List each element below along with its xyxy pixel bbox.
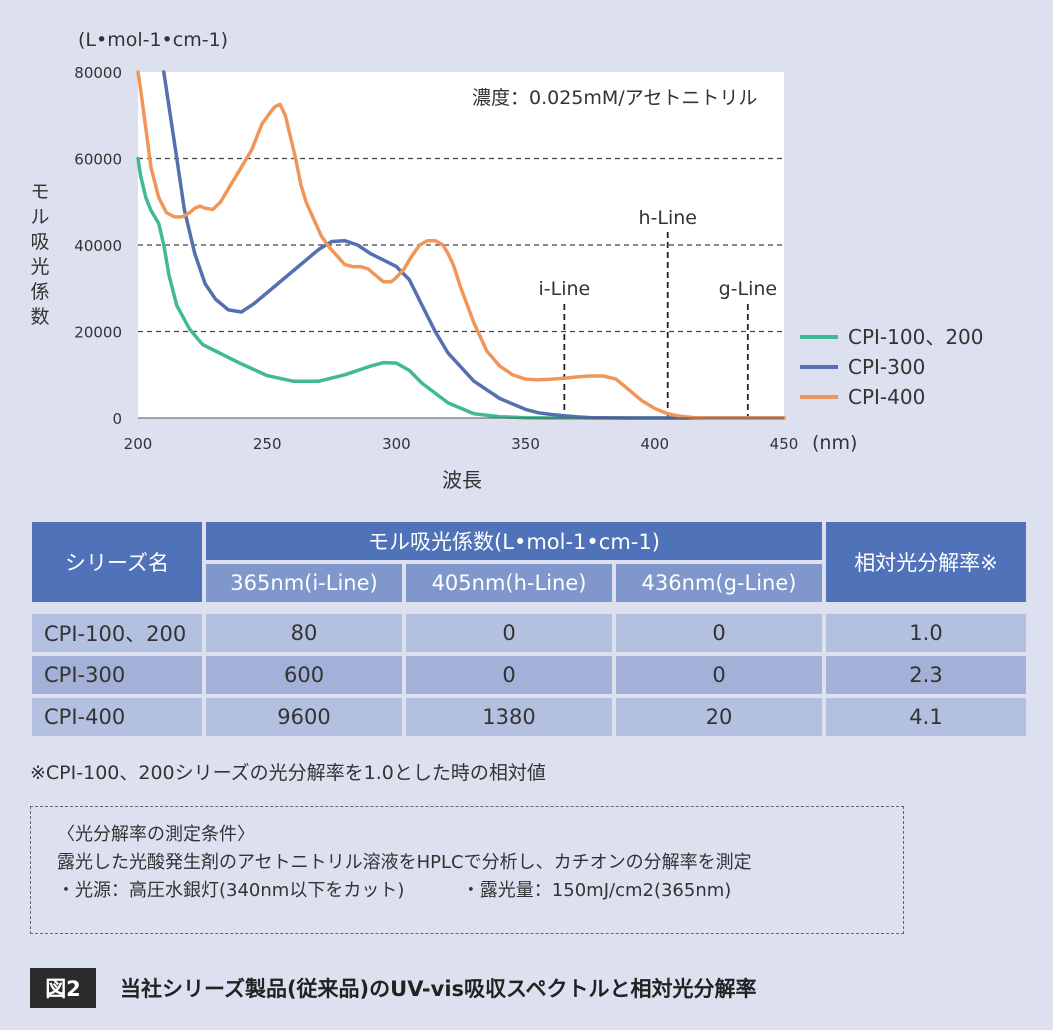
table-row: CPI-100、200 80 0 0 1.0: [32, 614, 1026, 652]
absorption-table: シリーズ名 モル吸光係数(L•mol-1•cm-1) 相対光分解率※ 365nm…: [28, 518, 1030, 740]
absorption-chart: i-Line h-Line g-Line 0 20000 40000 60000 80000…: [30, 29, 984, 492]
row-405: 0: [406, 656, 612, 694]
footnote: ※CPI-100、200シリーズの光分解率を1.0とした時の相対値: [30, 762, 546, 784]
header-series: シリーズ名: [32, 522, 202, 602]
row-436: 0: [616, 614, 822, 652]
figure-title: 当社シリーズ製品(従来品)のUV-vis吸収スペクトルと相対光分解率: [120, 977, 757, 1001]
marker-label: h-Line: [638, 207, 697, 229]
row-365: 80: [206, 614, 403, 652]
table-subheader-row: 365nm(i-Line) 405nm(h-Line) 436nm(g-Line…: [32, 564, 1026, 602]
x-tick-label: 450: [770, 435, 799, 453]
row-rate: 2.3: [826, 656, 1026, 694]
header-relative-rate: 相対光分解率※: [826, 522, 1026, 602]
row-365: 9600: [206, 698, 403, 736]
y-tick-label: 60000: [74, 151, 122, 169]
legend-label: CPI-300: [848, 355, 925, 379]
data-table-wrap: シリーズ名 モル吸光係数(L•mol-1•cm-1) 相対光分解率※ 365nm…: [30, 518, 1028, 740]
y-unit-label: (L•mol-1•cm-1): [78, 29, 228, 51]
y-tick-label: 80000: [74, 64, 122, 82]
y-tick-label: 40000: [74, 237, 122, 255]
legend-label: CPI-400: [848, 385, 925, 409]
y-tick-label: 20000: [74, 324, 122, 342]
subheader-365: 365nm(i-Line): [206, 564, 403, 602]
row-rate: 4.1: [826, 698, 1026, 736]
header-molar-absorptivity: モル吸光係数(L•mol-1•cm-1): [206, 522, 822, 560]
x-tick-label: 300: [382, 435, 411, 453]
marker-label: i-Line: [538, 278, 590, 300]
x-tick-label: 250: [253, 435, 282, 453]
x-tick-label: 400: [640, 435, 669, 453]
x-axis-label: 波長: [442, 468, 482, 492]
figure-number: 図2: [30, 968, 96, 1008]
table-row: CPI-400 9600 1380 20 4.1: [32, 698, 1026, 736]
legend-label: CPI-100、200: [848, 325, 984, 349]
table-row: CPI-300 600 0 0 2.3: [32, 656, 1026, 694]
concentration-annotation: 濃度：0.025mM/アセトニトリル: [472, 87, 757, 109]
x-tick-label: 350: [511, 435, 540, 453]
row-series: CPI-300: [32, 656, 202, 694]
plot-area: [138, 72, 784, 418]
y-tick-label: 0: [112, 410, 122, 428]
table-header-row: シリーズ名 モル吸光係数(L•mol-1•cm-1) 相対光分解率※: [32, 522, 1026, 602]
figure-caption: 図2 当社シリーズ製品(従来品)のUV-vis吸収スペクトルと相対光分解率: [30, 966, 757, 1010]
row-436: 0: [616, 656, 822, 694]
conditions-params: ・光源：高圧水銀灯(340nm以下をカット) ・露光量：150mJ/cm2(36…: [57, 877, 903, 905]
light-source: ・光源：高圧水銀灯(340nm以下をカット): [57, 880, 405, 901]
row-405: 1380: [406, 698, 612, 736]
row-405: 0: [406, 614, 612, 652]
marker-label: g-Line: [719, 278, 778, 300]
subheader-436: 436nm(g-Line): [616, 564, 822, 602]
row-series: CPI-100、200: [32, 614, 202, 652]
exposure-dose: ・露光量：150mJ/cm2(365nm): [461, 880, 732, 901]
y-axis-label: モル吸光係数: [30, 181, 49, 328]
row-365: 600: [206, 656, 403, 694]
subheader-405: 405nm(h-Line): [406, 564, 612, 602]
row-436: 20: [616, 698, 822, 736]
measurement-conditions: 〈光分解率の測定条件〉 露光した光酸発生剤のアセトニトリル溶液をHPLCで分析し…: [30, 806, 904, 934]
conditions-title: 〈光分解率の測定条件〉: [57, 824, 255, 845]
row-series: CPI-400: [32, 698, 202, 736]
conditions-description: 露光した光酸発生剤のアセトニトリル溶液をHPLCで分析し、カチオンの分解率を測定: [57, 852, 752, 873]
series-line: [136, 70, 786, 420]
series-line: [162, 70, 786, 420]
row-rate: 1.0: [826, 614, 1026, 652]
x-tick-label: 200: [124, 435, 153, 453]
x-unit-label: (nm): [812, 432, 857, 454]
